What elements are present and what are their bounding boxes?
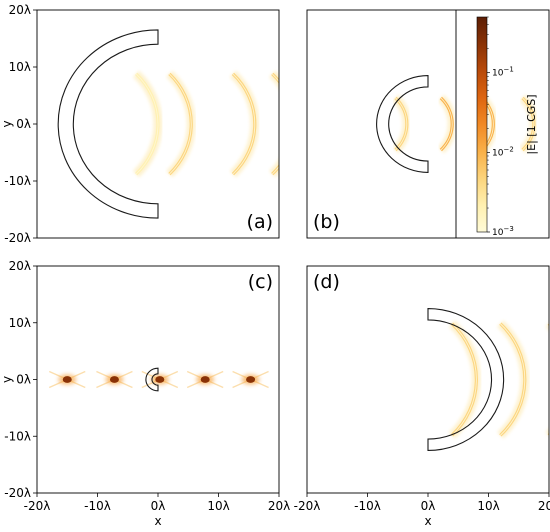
y-tick-label: -20λ [4, 231, 31, 245]
y-tick-label: -20λ [4, 486, 31, 500]
colorbar-tick-label: 10−3 [492, 225, 514, 238]
focus-spot [94, 370, 135, 389]
wavefront-core [375, 74, 397, 174]
tick-base: 10 [492, 69, 504, 79]
focus-core [62, 376, 72, 383]
lens-outline [145, 367, 159, 392]
wavefront-arc [392, 94, 412, 154]
x-tick-label: 0λ [151, 499, 166, 513]
colorbar-tick-label: 10−2 [492, 145, 514, 158]
y-tick-label: 10λ [9, 60, 31, 74]
y-tick-label: 10λ [9, 316, 31, 330]
y-tick-label: 20λ [9, 259, 31, 273]
wavefront-arc [269, 70, 279, 178]
x-tick-label: 10λ [477, 499, 499, 513]
focus-core [109, 376, 119, 383]
lens-outline [376, 74, 429, 174]
wavefront-arc [375, 74, 397, 174]
y-tick-label: 0λ [16, 117, 31, 131]
colorbar-tick-label: 10−1 [492, 66, 514, 79]
focus-core [246, 376, 256, 383]
colorbar-gradient [476, 16, 488, 233]
plot-area [376, 74, 539, 174]
focus-core [155, 376, 165, 383]
wavefront-arc [342, 74, 364, 174]
panel-label: (c) [248, 271, 273, 293]
colorbar-label: |E| [1 CGS] [525, 94, 538, 154]
wavefront-arc [448, 320, 481, 439]
wavefront-arc [132, 70, 163, 178]
panel-a: 20λ 10λ 0λ -10λ -20λ y (a) [0, 3, 397, 245]
axes-frame [306, 9, 550, 239]
wavefront-gap [395, 97, 408, 151]
colorbar: 10−110−210−3|E| [1 CGS] [455, 10, 538, 238]
wavefront-gap [135, 73, 159, 175]
lens-outline [427, 308, 505, 451]
y-axis-label: y [0, 120, 14, 127]
focus-spot [185, 370, 226, 389]
y-tick-label: -10λ [4, 174, 31, 188]
wavefront-core [306, 74, 328, 174]
focus-core [200, 376, 210, 383]
focus-spot [47, 370, 88, 389]
tick-base: 10 [492, 228, 504, 238]
panel-label: (b) [313, 211, 340, 233]
wavefront-halo [306, 74, 328, 174]
wavefront-gap [169, 73, 192, 175]
panel-c: 20λ 10λ 0λ -10λ -20λ-20λ -10λ 0λ 10λ 20λ y x (c) [0, 259, 290, 528]
y-tick-label: -10λ [4, 429, 31, 443]
wavefront-gap [451, 323, 477, 436]
wavefront-gap [375, 74, 397, 174]
wavefront-core [271, 72, 279, 176]
panel-b: (b) [306, 9, 550, 239]
x-tick-label: -20λ [294, 499, 321, 513]
y-axis-label: y [0, 376, 14, 383]
wavefront-arc [497, 320, 530, 439]
tick-exponent: −3 [503, 225, 513, 233]
x-tick-label: -20λ [24, 499, 51, 513]
x-tick-label: 10λ [207, 499, 229, 513]
wavefront-gap [500, 323, 526, 436]
x-tick-label: -10λ [354, 499, 381, 513]
wavefront-gap [232, 73, 256, 175]
tick-exponent: −1 [503, 66, 513, 74]
plot-area [427, 308, 549, 451]
focus-spot [139, 370, 180, 389]
focus-spot [230, 370, 271, 389]
tick-base: 10 [492, 148, 504, 158]
wavefront-arc [306, 74, 328, 174]
x-axis-label: x [424, 514, 431, 528]
wavefront-gap [522, 97, 535, 151]
tick-exponent: −2 [503, 145, 513, 153]
plot-area [47, 367, 271, 392]
wavefront-arc [166, 70, 196, 178]
wavefront-gap [342, 74, 364, 174]
x-tick-label: 20λ [538, 499, 550, 513]
x-tick-label: 0λ [421, 499, 436, 513]
x-axis-label: x [154, 514, 161, 528]
axes-frame [306, 265, 550, 494]
wavefront-halo [269, 70, 279, 178]
plot-area [57, 29, 397, 219]
wavefront-core [342, 74, 364, 174]
wavefront-arc [229, 70, 260, 178]
y-tick-label: 20λ [9, 3, 31, 17]
wavefront-gap [306, 74, 328, 174]
wavefront-arc [519, 94, 539, 154]
x-tick-label: -10λ [84, 499, 111, 513]
lens-outline [57, 29, 159, 219]
y-tick-label: 0λ [16, 373, 31, 387]
wavefront-gap [271, 73, 279, 175]
wavefront-halo [342, 74, 364, 174]
panel-label: (a) [247, 211, 273, 233]
wavefront-halo [375, 74, 397, 174]
x-tick-label: 20λ [268, 499, 290, 513]
wavefront-arc [437, 94, 457, 154]
panel-d: -20λ -10λ 0λ 10λ 20λ x (d) [294, 265, 550, 528]
wavefront-gap [440, 97, 453, 151]
panel-label: (d) [313, 271, 340, 293]
